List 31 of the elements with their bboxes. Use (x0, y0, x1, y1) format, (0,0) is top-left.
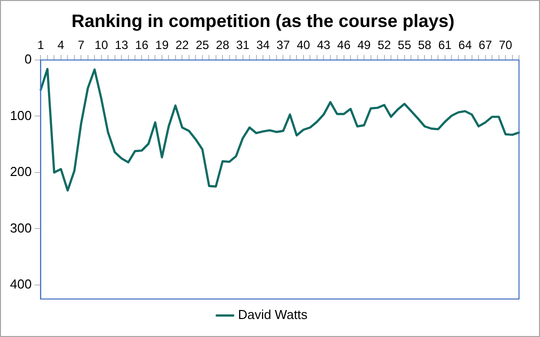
x-tick-label: 28 (216, 38, 230, 52)
x-tick-label: 67 (478, 38, 492, 52)
x-tick-label: 70 (498, 38, 513, 52)
x-tick-label: 1 (37, 38, 44, 52)
x-tick-label: 55 (398, 38, 412, 52)
x-tick-label: 7 (78, 38, 85, 52)
x-tick-label: 34 (256, 38, 270, 52)
chart-title: Ranking in competition (as the course plays) (71, 10, 455, 31)
x-tick-label: 19 (155, 38, 169, 52)
y-tick-label: 300 (10, 220, 32, 236)
y-tick-label: 0 (24, 52, 32, 67)
x-tick-label: 10 (94, 38, 108, 52)
x-tick-label: 22 (175, 38, 190, 52)
x-tick-label: 58 (418, 38, 432, 52)
legend-label: David Watts (238, 307, 308, 322)
x-tick-label: 43 (316, 38, 331, 52)
x-tick-label: 25 (196, 38, 210, 52)
x-tick-label: 4 (58, 38, 65, 52)
x-tick-label: 64 (458, 38, 472, 52)
x-tick-label: 31 (236, 38, 250, 52)
x-tick-label: 46 (337, 38, 351, 52)
x-tick-label: 61 (438, 38, 452, 52)
y-tick-label: 100 (10, 108, 32, 123)
y-tick-label: 400 (10, 276, 32, 292)
x-tick-label: 16 (135, 38, 149, 52)
x-tick-label: 52 (378, 38, 392, 52)
x-tick-label: 13 (114, 38, 129, 52)
x-tick-label: 40 (296, 38, 310, 52)
x-tick-label: 49 (357, 38, 372, 52)
y-tick-label: 200 (10, 164, 32, 180)
x-tick-label: 37 (276, 38, 290, 52)
